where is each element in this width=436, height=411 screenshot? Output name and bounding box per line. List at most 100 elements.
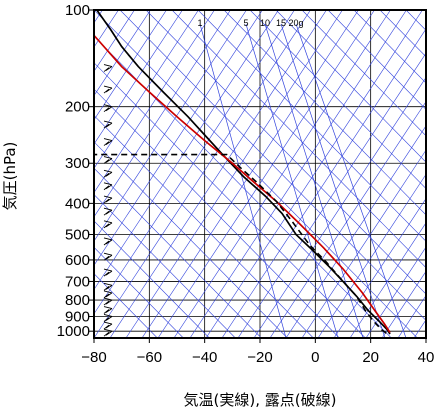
wind-barb bbox=[103, 290, 113, 299]
wind-barb bbox=[103, 138, 113, 146]
isotherm-line bbox=[125, 10, 343, 338]
isotherm-line bbox=[237, 52, 426, 338]
isotherm-line bbox=[94, 10, 231, 218]
isotherm-line bbox=[94, 10, 295, 315]
y-tick-label: 800 bbox=[65, 292, 90, 309]
wind-barb bbox=[103, 314, 113, 322]
dry-adiabat-line bbox=[119, 10, 426, 321]
mixing-ratio-line bbox=[199, 23, 287, 338]
isotherm-line bbox=[94, 10, 167, 121]
x-tick-label: −80 bbox=[81, 349, 106, 366]
isotherm-line bbox=[301, 149, 426, 338]
wind-barb bbox=[103, 328, 113, 337]
wind-barb bbox=[103, 120, 113, 129]
series-line-2 bbox=[94, 153, 388, 335]
y-tick-label: 1000 bbox=[57, 323, 90, 340]
isotherm-line bbox=[94, 10, 311, 338]
dry-adiabat-line bbox=[301, 10, 426, 137]
isotherm-line bbox=[253, 76, 426, 338]
isotherm-line bbox=[94, 10, 215, 194]
x-tick-label: −20 bbox=[247, 349, 272, 366]
isotherm-line bbox=[269, 101, 426, 338]
y-tick-label: 500 bbox=[65, 227, 90, 244]
dry-adiabat-line bbox=[353, 10, 426, 84]
x-tick-label: 0 bbox=[311, 349, 319, 366]
mixing-ratio-line bbox=[295, 23, 407, 338]
wind-barb bbox=[103, 156, 113, 164]
isotherm-line bbox=[157, 10, 375, 338]
mixing-ratio-line bbox=[264, 23, 364, 338]
isotherm-line bbox=[94, 10, 279, 291]
isotherm-line bbox=[365, 246, 426, 338]
mixing-ratio-label: 10 bbox=[260, 18, 270, 28]
isotherm-line bbox=[94, 10, 135, 72]
wind-barb bbox=[103, 321, 113, 330]
wind-barb bbox=[103, 306, 113, 314]
isotherm-line bbox=[94, 10, 263, 266]
wind-barbs bbox=[103, 64, 113, 337]
wind-barb bbox=[103, 104, 113, 113]
sounding-series bbox=[94, 10, 391, 335]
x-tick-label: 20 bbox=[362, 349, 379, 366]
grid-layer bbox=[94, 10, 426, 338]
wind-barb bbox=[103, 237, 113, 246]
series-line-0 bbox=[96, 10, 391, 335]
x-axis-title: 気温(実線), 露点(破線) bbox=[184, 391, 337, 409]
dry-adiabat-line bbox=[249, 10, 426, 189]
x-axis-ticks: −80 −60 −40 −20 0 20 40 bbox=[81, 338, 434, 366]
isotherm-line bbox=[94, 10, 151, 97]
x-tick-label: 40 bbox=[418, 349, 435, 366]
dry-adiabat-line bbox=[145, 10, 426, 295]
dry-adiabat-line bbox=[94, 220, 210, 338]
isotherm-line bbox=[317, 173, 426, 338]
isotherm-line bbox=[109, 10, 327, 338]
isotherm-line bbox=[349, 222, 426, 338]
isotherm-line bbox=[189, 10, 407, 338]
wind-barb bbox=[103, 85, 113, 94]
dry-adiabat-line bbox=[94, 10, 418, 338]
dry-adiabat-line bbox=[94, 35, 392, 338]
mixing-ratio-label: 1 bbox=[197, 18, 202, 28]
wind-barb bbox=[103, 297, 113, 306]
dry-adiabat-line bbox=[94, 88, 340, 338]
x-tick-label: −40 bbox=[192, 349, 217, 366]
isotherm-line bbox=[333, 198, 426, 338]
wind-barb bbox=[103, 268, 113, 277]
isotherm-line bbox=[397, 295, 426, 338]
series-line-1 bbox=[94, 34, 391, 334]
dry-adiabat-line bbox=[432, 10, 436, 338]
isotherm-line bbox=[173, 10, 391, 338]
y-tick-label: 300 bbox=[65, 155, 90, 172]
x-tick-label: −60 bbox=[137, 349, 162, 366]
y-tick-label: 400 bbox=[65, 195, 90, 212]
y-tick-label: 900 bbox=[65, 308, 90, 325]
dry-adiabat-line bbox=[94, 167, 262, 338]
isotherm-line bbox=[94, 10, 247, 242]
wind-barb bbox=[103, 252, 113, 261]
mixing-ratio-label: 15 bbox=[276, 18, 286, 28]
isotherm-line bbox=[94, 10, 199, 169]
isotherm-line bbox=[141, 10, 359, 338]
wind-barb bbox=[103, 282, 113, 291]
dry-adiabat-line bbox=[94, 141, 288, 338]
dry-adiabats bbox=[94, 10, 436, 338]
dry-adiabat-line bbox=[197, 10, 426, 242]
y-axis-title: 気圧(hPa) bbox=[1, 142, 19, 211]
wind-barb bbox=[103, 64, 113, 72]
wind-barb bbox=[103, 220, 113, 229]
mixing-ratio-lines bbox=[199, 23, 407, 338]
y-tick-label: 200 bbox=[65, 99, 90, 116]
isotherm-line bbox=[205, 10, 423, 338]
y-tick-label: 600 bbox=[65, 252, 90, 269]
dry-adiabat-line bbox=[94, 194, 236, 338]
wind-barb bbox=[103, 207, 113, 216]
wind-barb bbox=[103, 195, 113, 204]
isotherm-line bbox=[430, 10, 436, 338]
mixing-ratio-label: 20g bbox=[288, 18, 303, 28]
dry-adiabat-line bbox=[275, 10, 426, 163]
y-tick-label: 700 bbox=[65, 273, 90, 290]
mixing-ratio-label: 5 bbox=[243, 18, 248, 28]
dry-adiabat-line bbox=[94, 273, 158, 338]
dry-adiabat-line bbox=[327, 10, 426, 110]
